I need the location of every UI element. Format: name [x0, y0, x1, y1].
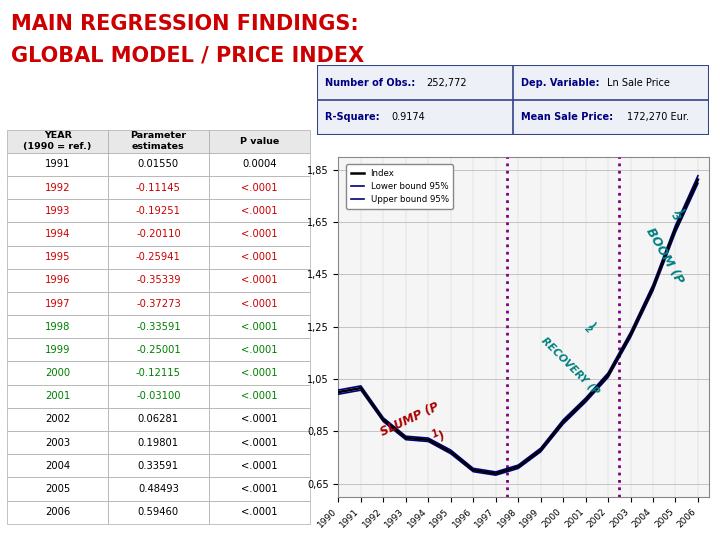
Index — [334, 389, 343, 395]
Index — [446, 449, 455, 455]
Lower bound 95% — [446, 450, 455, 457]
Text: Number of Obs.:: Number of Obs.: — [325, 78, 418, 88]
Line: Lower bound 95%: Lower bound 95% — [338, 183, 698, 475]
Upper bound 95% — [693, 172, 702, 179]
Text: BOOM (P: BOOM (P — [643, 226, 685, 286]
Upper bound 95% — [424, 435, 433, 441]
Lower bound 95% — [581, 399, 590, 406]
Lower bound 95% — [424, 438, 433, 445]
Upper bound 95% — [671, 222, 680, 228]
Index — [424, 436, 433, 443]
Lower bound 95% — [649, 287, 657, 294]
Lower bound 95% — [626, 334, 635, 341]
Text: 252,772: 252,772 — [427, 78, 467, 88]
Index — [402, 435, 410, 441]
Text: 172,270 Eur.: 172,270 Eur. — [627, 112, 689, 123]
Index — [514, 463, 523, 470]
Line: Index: Index — [338, 179, 698, 474]
Upper bound 95% — [559, 417, 567, 423]
Text: Ln Sale Price: Ln Sale Price — [607, 78, 670, 88]
Text: GLOBAL MODEL / PRICE INDEX: GLOBAL MODEL / PRICE INDEX — [11, 46, 364, 66]
Text: Mean Sale Price:: Mean Sale Price: — [521, 112, 616, 123]
Index — [626, 332, 635, 338]
Lower bound 95% — [402, 436, 410, 443]
Upper bound 95% — [469, 465, 477, 471]
Upper bound 95% — [491, 469, 500, 475]
Lower bound 95% — [491, 472, 500, 478]
Index — [469, 467, 477, 473]
Upper bound 95% — [649, 281, 657, 288]
Lower bound 95% — [334, 391, 343, 397]
Text: 1: 1 — [430, 428, 440, 440]
Index — [356, 385, 365, 392]
Text: MAIN REGRESSION FINDINGS:: MAIN REGRESSION FINDINGS: — [11, 14, 359, 33]
Legend: Index, Lower bound 95%, Upper bound 95%: Index, Lower bound 95%, Upper bound 95% — [346, 164, 453, 208]
Index — [536, 447, 545, 453]
Upper bound 95% — [604, 370, 613, 376]
Lower bound 95% — [604, 374, 613, 381]
Text: 0.9174: 0.9174 — [392, 112, 425, 123]
Index — [604, 372, 613, 379]
Lower bound 95% — [514, 465, 523, 472]
Text: RECOVERY (P: RECOVERY (P — [539, 335, 600, 397]
Index — [559, 418, 567, 425]
Text: 3: 3 — [670, 211, 682, 222]
Index — [671, 226, 680, 232]
Upper bound 95% — [402, 433, 410, 440]
Text: ): ) — [672, 206, 686, 217]
Text: 2: 2 — [582, 324, 593, 335]
Text: SLUMP (P: SLUMP (P — [379, 400, 442, 439]
Lower bound 95% — [559, 421, 567, 427]
Upper bound 95% — [581, 395, 590, 401]
Upper bound 95% — [334, 387, 343, 393]
Index — [379, 416, 387, 423]
Lower bound 95% — [536, 449, 545, 455]
Text: R-Square:: R-Square: — [325, 112, 382, 123]
Text: ): ) — [436, 430, 447, 444]
Lower bound 95% — [356, 387, 365, 394]
Upper bound 95% — [356, 383, 365, 389]
Lower bound 95% — [693, 180, 702, 186]
Lower bound 95% — [469, 468, 477, 475]
Upper bound 95% — [536, 445, 545, 451]
Upper bound 95% — [379, 415, 387, 421]
Index — [581, 397, 590, 403]
Text: ): ) — [587, 319, 598, 329]
Line: Upper bound 95%: Upper bound 95% — [338, 176, 698, 472]
Upper bound 95% — [446, 447, 455, 454]
Index — [649, 285, 657, 291]
Text: Dep. Variable:: Dep. Variable: — [521, 78, 603, 88]
Index — [693, 176, 702, 183]
Upper bound 95% — [514, 462, 523, 468]
Upper bound 95% — [626, 329, 635, 335]
Index — [491, 470, 500, 477]
Lower bound 95% — [379, 418, 387, 425]
Lower bound 95% — [671, 229, 680, 235]
